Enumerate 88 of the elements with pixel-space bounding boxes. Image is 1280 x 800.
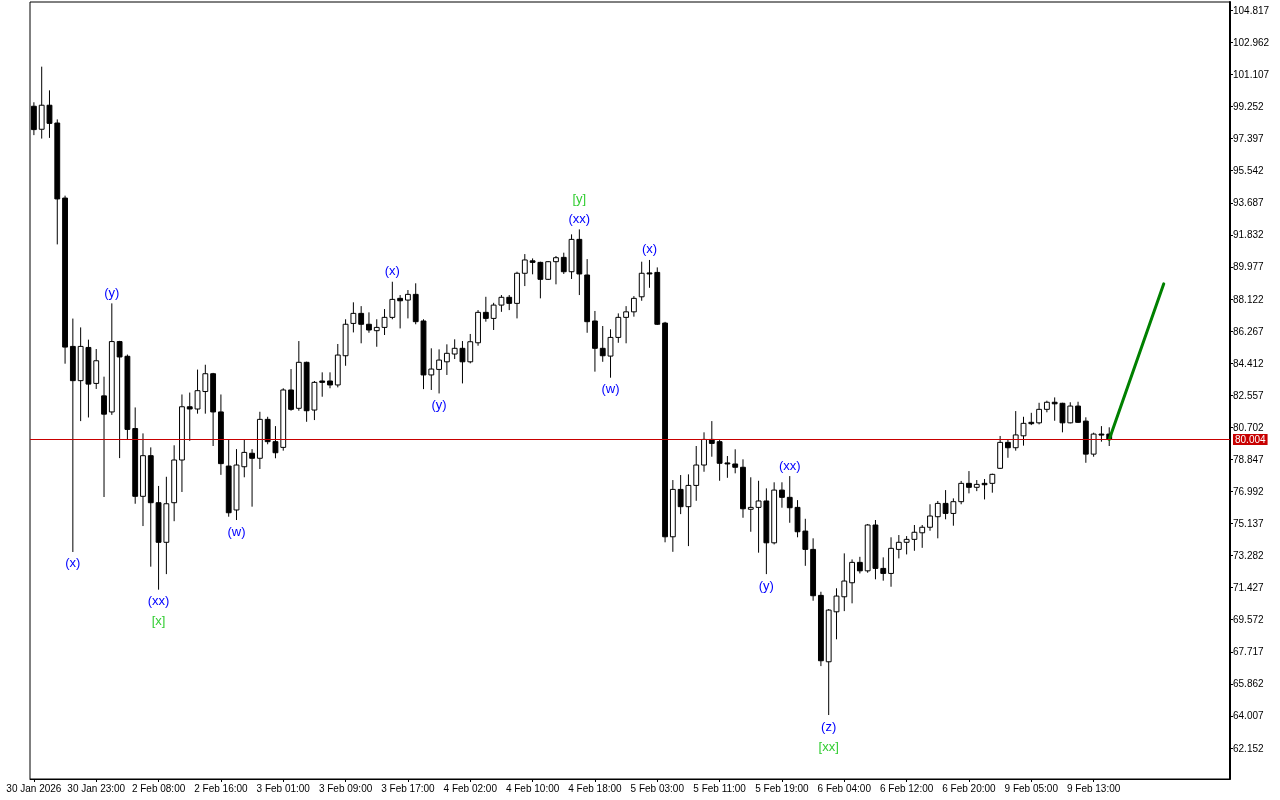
candlestick xyxy=(934,500,941,539)
candlestick xyxy=(366,311,372,334)
annotation: (y) xyxy=(758,577,774,593)
x-tick-label: 6 Feb 20:00 xyxy=(942,782,997,794)
y-tick-label: 82.557 xyxy=(1233,389,1265,401)
y-tick-label: 104.817 xyxy=(1233,4,1270,16)
annotation: [xx] xyxy=(818,738,839,754)
candlestick xyxy=(1005,438,1011,459)
candlestick xyxy=(1075,401,1081,424)
candlestick xyxy=(966,470,972,494)
y-tick-label: 93.687 xyxy=(1233,197,1265,209)
candlestick xyxy=(919,524,926,549)
y-tick-label: 75.137 xyxy=(1233,518,1265,530)
annotation: (xx) xyxy=(147,593,170,609)
candlestick xyxy=(319,371,326,398)
annotation: (x) xyxy=(65,555,81,571)
annotation: (y) xyxy=(431,396,447,412)
candlestick xyxy=(623,305,630,344)
y-tick-label: 65.862 xyxy=(1233,678,1265,690)
candlestick xyxy=(101,376,107,498)
y-tick-label: 91.832 xyxy=(1233,229,1265,241)
y-tick-label: 101.107 xyxy=(1233,69,1270,80)
annotation: (x) xyxy=(641,241,658,257)
candlestick xyxy=(553,255,559,285)
y-tick-label: 64.007 xyxy=(1233,710,1265,722)
x-tick-label: 3 Feb 17:00 xyxy=(381,782,436,794)
x-tick-label: 30 Jan 2026 xyxy=(6,782,62,794)
candlestick xyxy=(443,343,450,376)
x-tick-label: 5 Feb 19:00 xyxy=(755,782,810,794)
candlestick xyxy=(895,534,902,559)
annotation: (z) xyxy=(821,718,837,734)
candlestick xyxy=(350,301,357,333)
y-tick-label: 97.397 xyxy=(1233,133,1265,145)
candlestick xyxy=(358,305,365,344)
y-tick-label: 76.992 xyxy=(1233,485,1265,497)
candlestick xyxy=(397,294,404,329)
y-tick-label: 69.572 xyxy=(1233,614,1265,626)
y-tick-label: 67.717 xyxy=(1233,646,1265,658)
candlestick xyxy=(327,371,333,389)
candlestick xyxy=(1036,402,1043,425)
x-tick-label: 30 Jan 23:00 xyxy=(67,782,126,794)
x-tick-label: 2 Feb 08:00 xyxy=(131,782,186,794)
candlestick xyxy=(630,295,637,318)
candlestick xyxy=(732,448,739,474)
x-tick-label: 5 Feb 11:00 xyxy=(693,782,747,794)
y-tick-label: 80.702 xyxy=(1233,421,1265,433)
annotation: [x] xyxy=(151,613,166,629)
y-tick-label: 71.427 xyxy=(1233,582,1265,594)
ref-line-label: 80.004 xyxy=(1235,433,1267,445)
annotation: (w) xyxy=(227,523,246,539)
candlestick xyxy=(521,253,528,287)
x-tick-label: 3 Feb 09:00 xyxy=(318,782,373,794)
y-tick-label: 73.282 xyxy=(1233,550,1265,562)
y-tick-label: 86.267 xyxy=(1233,325,1265,337)
candlestick xyxy=(249,448,255,508)
x-tick-label: 4 Feb 10:00 xyxy=(505,782,560,794)
candlestick xyxy=(482,296,489,323)
x-tick-label: 6 Feb 12:00 xyxy=(879,782,934,794)
x-tick-label: 5 Feb 03:00 xyxy=(630,782,685,794)
candlestick xyxy=(436,348,443,394)
candlestick xyxy=(747,476,754,533)
annotation: (xx) xyxy=(568,210,591,226)
y-tick-label: 99.252 xyxy=(1233,101,1265,113)
annotation: (xx) xyxy=(778,457,801,473)
x-tick-label: 4 Feb 18:00 xyxy=(568,782,623,794)
x-tick-label: 3 Feb 01:00 xyxy=(256,782,311,794)
candlestick xyxy=(779,481,785,509)
annotation: [y] xyxy=(572,190,587,206)
candlestick xyxy=(958,480,965,505)
y-tick-label: 95.542 xyxy=(1233,165,1265,177)
x-tick-label: 9 Feb 13:00 xyxy=(1066,782,1121,794)
y-tick-label: 102.962 xyxy=(1233,36,1270,48)
candlestick xyxy=(405,289,411,319)
y-tick-label: 89.977 xyxy=(1233,261,1265,273)
x-tick-label: 9 Feb 05:00 xyxy=(1004,782,1059,794)
x-tick-label: 6 Feb 04:00 xyxy=(817,782,872,794)
y-tick-label: 62.152 xyxy=(1233,742,1265,754)
candlestick xyxy=(288,368,294,412)
candlestick xyxy=(849,558,855,604)
annotation: (x) xyxy=(384,263,400,279)
x-tick-label: 2 Feb 16:00 xyxy=(194,782,249,794)
y-tick-label: 84.412 xyxy=(1233,357,1265,369)
y-tick-label: 88.122 xyxy=(1233,293,1265,305)
candlestick xyxy=(927,503,933,532)
annotation: (w) xyxy=(601,381,620,397)
annotation: (y) xyxy=(104,284,120,300)
y-tick-label: 78.847 xyxy=(1233,453,1265,465)
x-tick-label: 4 Feb 02:00 xyxy=(443,782,498,794)
